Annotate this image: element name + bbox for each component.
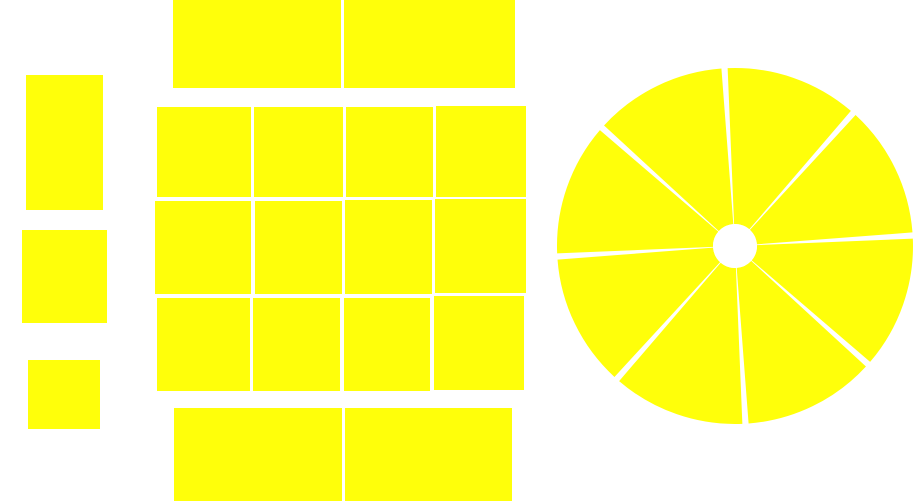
grid-r2-c4 xyxy=(435,199,526,293)
grid-r1-c1 xyxy=(157,107,251,197)
left-small-square xyxy=(28,360,100,429)
sliced-circle xyxy=(557,68,913,424)
grid-r2-c1 xyxy=(155,201,251,294)
grid-bottom-right-wide xyxy=(345,408,512,501)
wheel-slice xyxy=(604,68,734,232)
wheel-slice xyxy=(557,130,719,254)
grid-r1-c4 xyxy=(436,106,526,197)
wheel-slice xyxy=(557,247,721,377)
grid-top-left-wide xyxy=(173,0,341,88)
wheel-slice xyxy=(619,262,743,424)
grid-r1-c3 xyxy=(346,107,433,197)
grid-r3-c2 xyxy=(253,298,340,391)
grid-r3-c4 xyxy=(434,296,524,390)
grid-r2-c2 xyxy=(255,201,342,294)
wheel-slice xyxy=(749,115,913,245)
grid-top-right-wide xyxy=(344,0,515,88)
wheel-slice xyxy=(751,238,913,362)
grid-r2-c3 xyxy=(345,200,432,294)
grid-r3-c1 xyxy=(157,298,250,391)
wheel-center-hole xyxy=(713,224,757,268)
grid-bottom-left-wide xyxy=(174,408,342,501)
wheel-slice xyxy=(736,260,866,424)
wheel-slice xyxy=(727,68,851,230)
grid-r1-c2 xyxy=(254,107,343,197)
grid-r3-c3 xyxy=(344,298,430,391)
left-medium-rect xyxy=(22,230,107,323)
left-tall-rect xyxy=(26,75,103,210)
